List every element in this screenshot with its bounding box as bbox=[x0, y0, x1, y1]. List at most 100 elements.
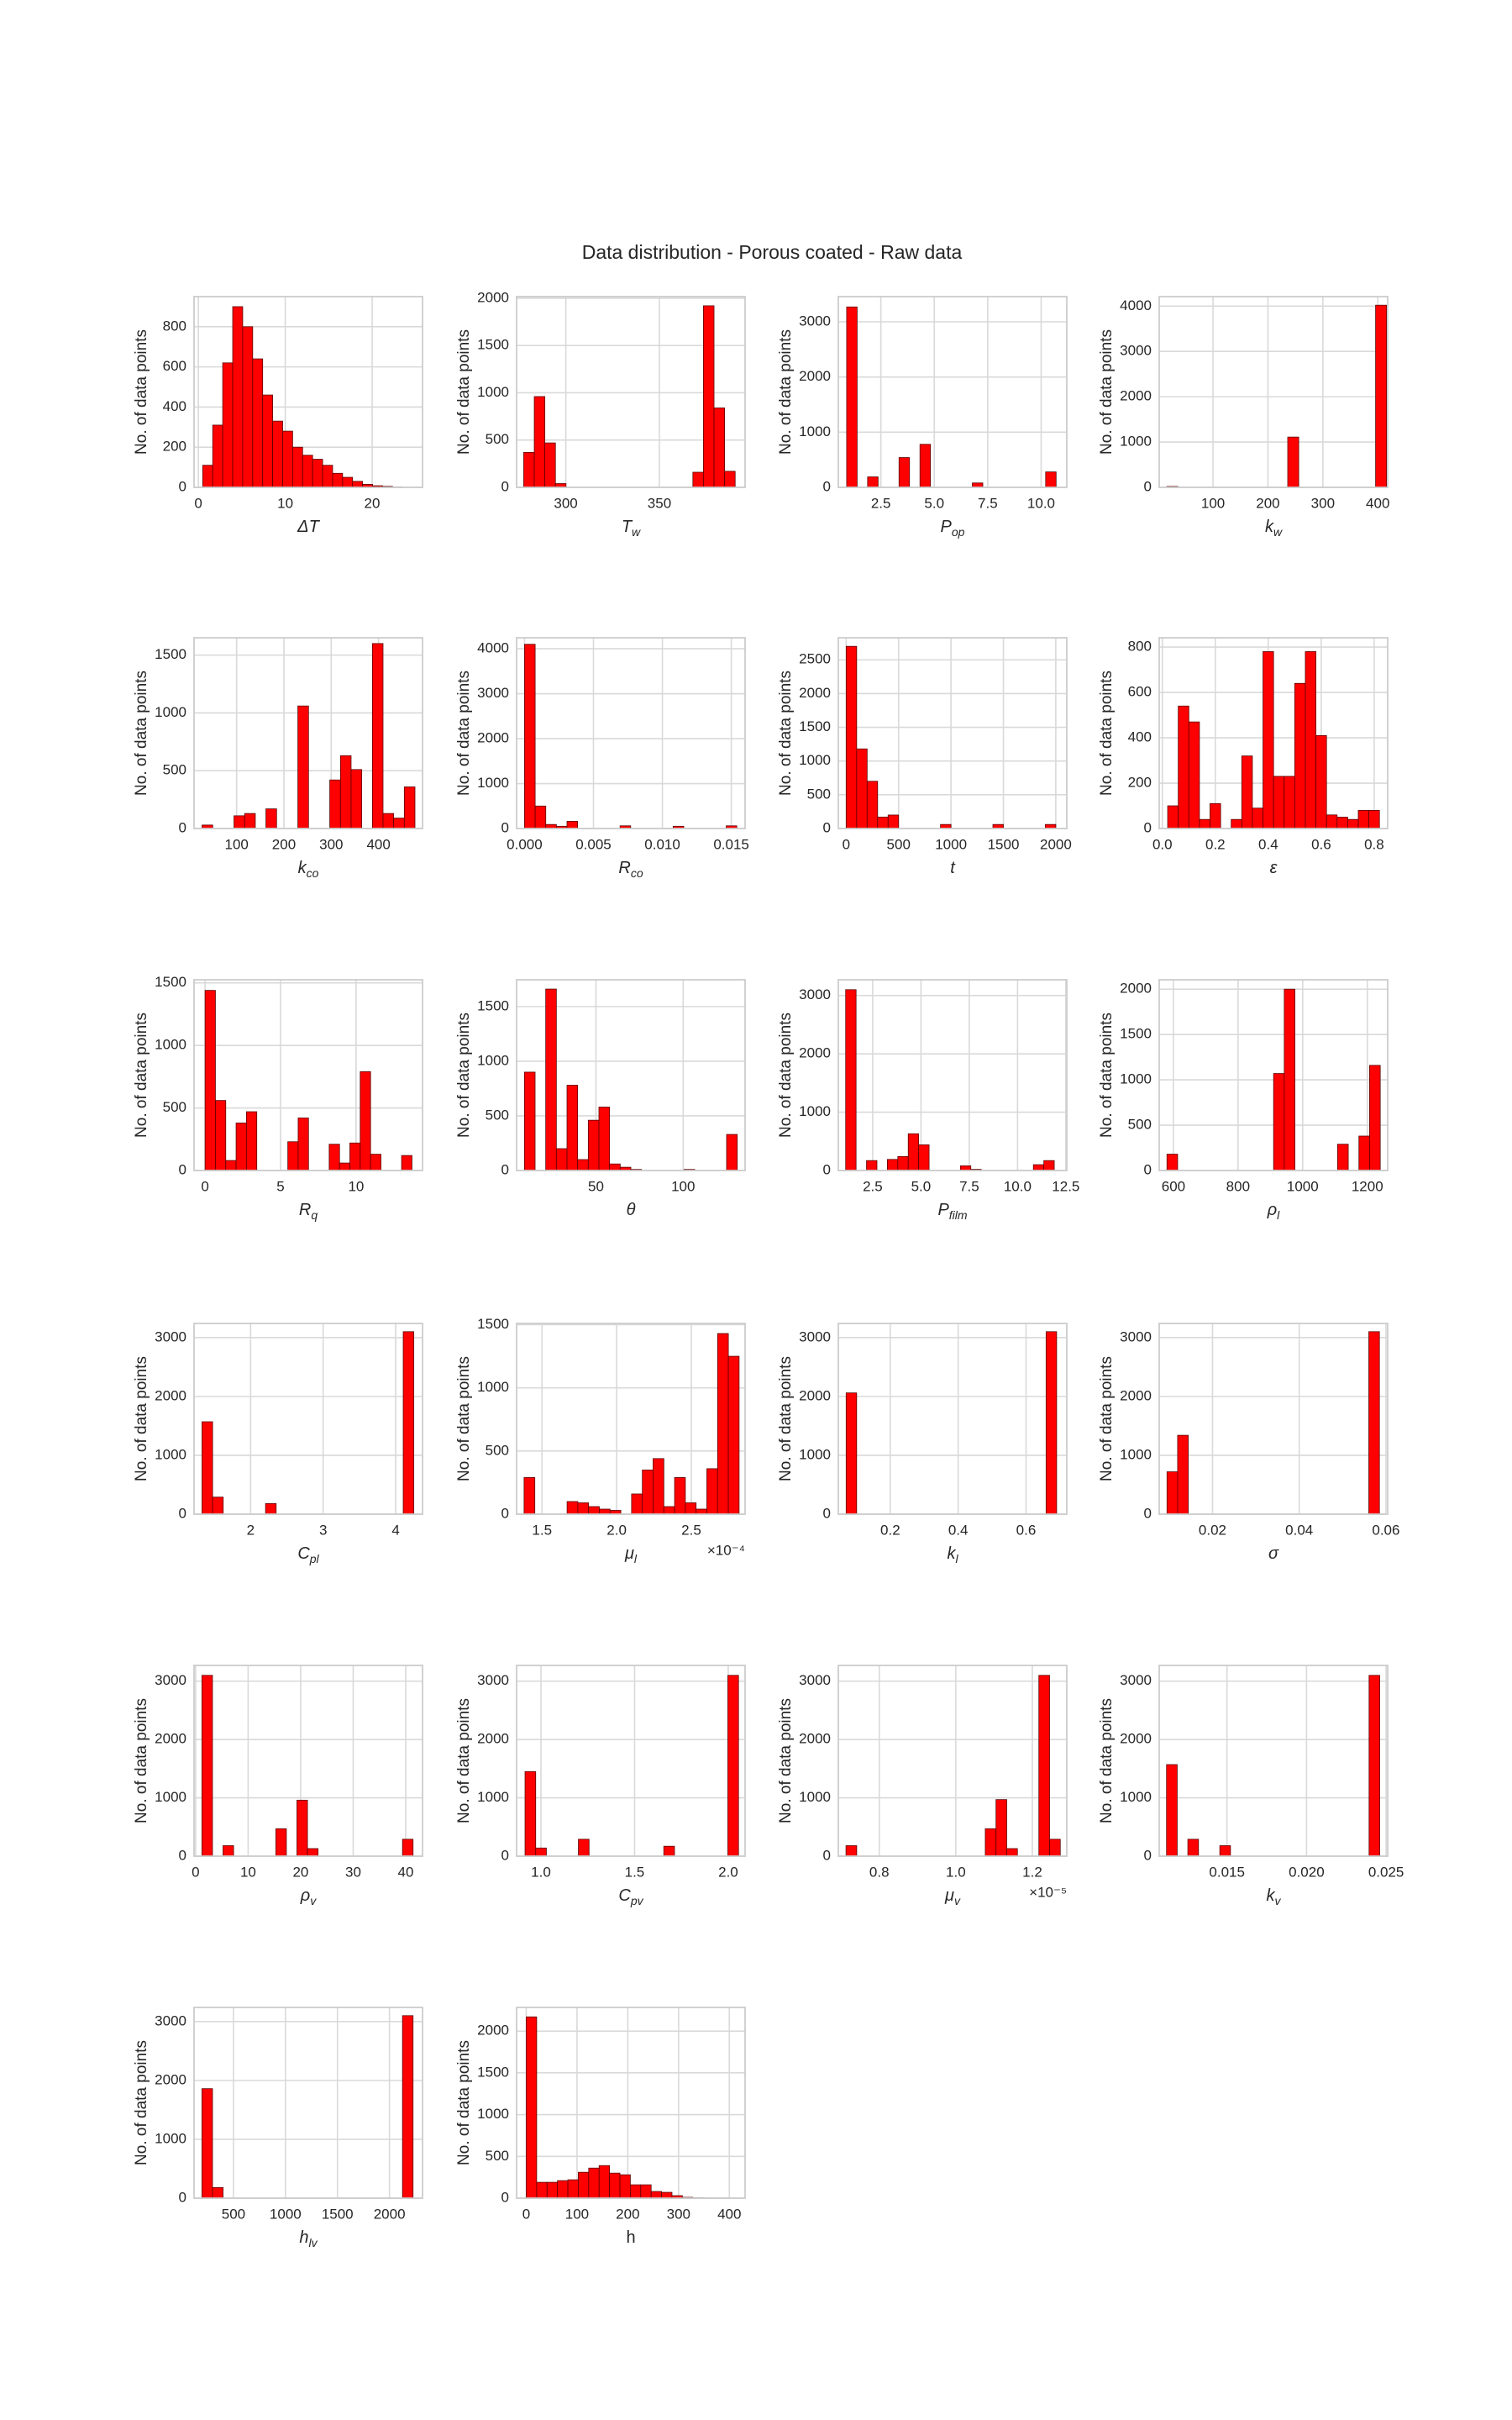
axes-frame bbox=[837, 1323, 1068, 1515]
bar bbox=[567, 2179, 579, 2199]
bar bbox=[287, 1141, 299, 1171]
bar bbox=[265, 1502, 277, 1515]
x-axis-label-subscript: w bbox=[632, 525, 641, 539]
x-tick-label: 0.8 bbox=[869, 1864, 890, 1880]
x-tick-label: 300 bbox=[554, 495, 577, 511]
bar bbox=[1187, 1839, 1200, 1857]
x-tick-label: 3 bbox=[319, 1522, 327, 1538]
y-tick-label: 0 bbox=[823, 1847, 831, 1863]
bar bbox=[524, 1770, 537, 1857]
bar bbox=[272, 420, 283, 488]
y-tick-label: 500 bbox=[486, 2148, 509, 2164]
x-axis-label: ρv bbox=[300, 1886, 317, 1907]
x-axis-label-main: P bbox=[937, 1201, 949, 1219]
x-axis-label-main: k bbox=[1265, 518, 1274, 536]
x-tick-label: 1.2 bbox=[1022, 1864, 1042, 1880]
axes-frame bbox=[837, 1665, 1068, 1857]
y-tick-label: 1000 bbox=[155, 1789, 186, 1805]
x-tick-label: 0.4 bbox=[1258, 836, 1278, 852]
bar bbox=[1199, 818, 1210, 829]
x-tick-label: 100 bbox=[671, 1178, 695, 1194]
bar bbox=[663, 1845, 675, 1857]
histogram-panel: 0 500 1000 1500 2000 2500 0 500 1000 1500 2000 t No.… bbox=[777, 637, 1072, 877]
bar bbox=[202, 1421, 213, 1515]
y-axis-label: No. of data points bbox=[455, 1013, 473, 1138]
x-axis-label-main: h bbox=[299, 2228, 308, 2247]
y-tick-label: 2000 bbox=[155, 1387, 186, 1403]
y-tick-label: 0 bbox=[1144, 1161, 1152, 1177]
bar bbox=[350, 769, 363, 829]
bar bbox=[1336, 1144, 1349, 1171]
x-tick-label: 30 bbox=[345, 1864, 361, 1880]
bar bbox=[232, 306, 244, 488]
x-tick-label: 1.0 bbox=[946, 1864, 966, 1880]
bar bbox=[566, 821, 579, 829]
bar bbox=[1006, 1848, 1018, 1857]
y-tick-label: 4000 bbox=[1120, 297, 1152, 313]
y-tick-label: 400 bbox=[163, 398, 186, 414]
bar bbox=[1045, 1331, 1058, 1515]
bar bbox=[845, 1392, 858, 1515]
y-tick-label: 1000 bbox=[799, 1103, 831, 1119]
y-tick-label: 1000 bbox=[477, 2106, 509, 2122]
y-tick-label: 0 bbox=[179, 1161, 186, 1177]
x-tick-label: 2 bbox=[247, 1522, 255, 1538]
bar bbox=[402, 1839, 414, 1857]
y-axis-label: No. of data points bbox=[777, 671, 795, 796]
x-axis-label: Pfilm bbox=[937, 1201, 967, 1221]
x-axis-label: μv bbox=[944, 1886, 961, 1907]
y-tick-label: 2000 bbox=[1120, 981, 1152, 997]
y-tick-label: 1500 bbox=[1120, 1026, 1152, 1042]
bar bbox=[703, 305, 715, 488]
bar bbox=[302, 455, 313, 488]
bar bbox=[1368, 1331, 1380, 1515]
x-tick-label: 600 bbox=[1162, 1178, 1185, 1194]
bar bbox=[360, 1071, 371, 1171]
y-tick-label: 1500 bbox=[477, 2064, 509, 2080]
bar bbox=[402, 2015, 414, 2199]
x-axis-label-subscript: l bbox=[1277, 1208, 1280, 1222]
y-axis-label: No. of data points bbox=[1098, 671, 1116, 796]
y-tick-label: 0 bbox=[1144, 819, 1152, 835]
bar bbox=[1368, 1675, 1380, 1857]
bar bbox=[846, 306, 858, 488]
y-axis-label: No. of data points bbox=[133, 1013, 150, 1138]
bar bbox=[706, 1468, 718, 1515]
bar bbox=[696, 1508, 707, 1515]
bar bbox=[536, 2181, 548, 2199]
y-tick-label: 1000 bbox=[1120, 1789, 1152, 1805]
figure-title: Data distribution - Porous coated - Raw … bbox=[582, 241, 963, 263]
x-tick-label: 0.4 bbox=[948, 1522, 969, 1538]
x-axis-label-subscript: v bbox=[1275, 1894, 1282, 1907]
bar bbox=[291, 446, 303, 488]
y-tick-label: 0 bbox=[179, 819, 186, 835]
y-tick-label: 1000 bbox=[477, 384, 509, 400]
histogram-panel: 0 500 1000 1500 1.5 2.0 2.5 μl No. of data point… bbox=[455, 1316, 746, 1565]
bar bbox=[262, 394, 273, 488]
bar bbox=[887, 814, 900, 829]
bar bbox=[856, 748, 868, 829]
bar bbox=[312, 459, 323, 488]
x-tick-label: 0.025 bbox=[1368, 1864, 1404, 1880]
axes-frame bbox=[1158, 1323, 1389, 1515]
x-axis-label: Cpv bbox=[618, 1886, 643, 1907]
y-axis-label: No. of data points bbox=[1098, 1356, 1116, 1481]
bar bbox=[919, 444, 932, 488]
bar bbox=[234, 815, 245, 829]
y-tick-label: 3000 bbox=[1120, 1672, 1152, 1688]
x-axis-label: kl bbox=[947, 1544, 958, 1565]
bar bbox=[713, 408, 726, 488]
bar bbox=[557, 2180, 569, 2199]
axes-frame bbox=[837, 979, 1068, 1171]
y-tick-label: 1500 bbox=[155, 974, 186, 990]
bar bbox=[322, 465, 333, 488]
x-tick-label: 0 bbox=[522, 2206, 530, 2222]
x-tick-label: 400 bbox=[1366, 495, 1389, 511]
y-axis-label: No. of data points bbox=[777, 1698, 795, 1823]
y-tick-label: 1000 bbox=[799, 1446, 831, 1462]
x-tick-label: 300 bbox=[1311, 495, 1335, 511]
bar bbox=[867, 476, 879, 488]
x-axis-label-main: σ bbox=[1268, 1544, 1279, 1563]
bar bbox=[402, 1331, 415, 1515]
x-tick-label: 0.04 bbox=[1285, 1522, 1313, 1538]
